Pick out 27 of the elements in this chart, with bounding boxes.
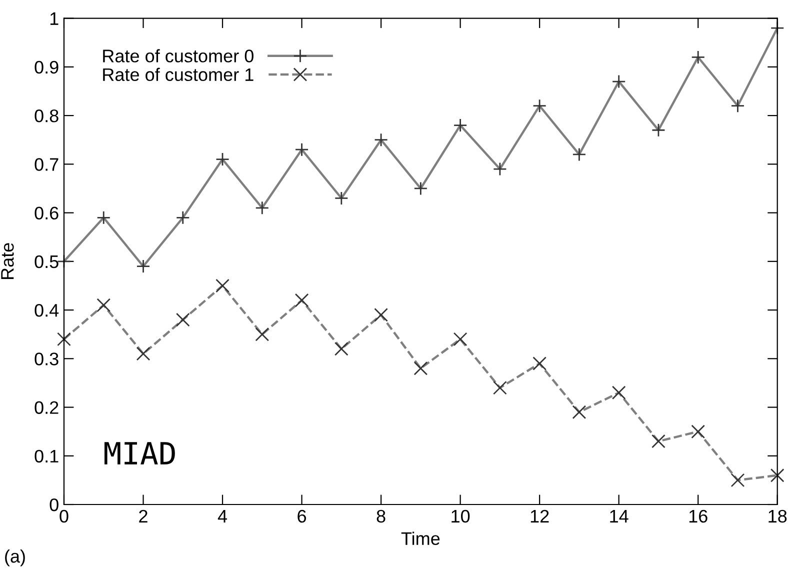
x-tick-label: 14 bbox=[610, 510, 628, 522]
legend-label: Rate of customer 1 bbox=[103, 68, 254, 82]
legend-label: Rate of customer 0 bbox=[103, 49, 254, 62]
y-tick-label: 0 bbox=[50, 498, 58, 512]
y-tick-label: 0.5 bbox=[34, 255, 58, 268]
y-tick-label: 0.2 bbox=[34, 401, 58, 414]
y-tick-label: 0.3 bbox=[34, 352, 58, 366]
y-tick-label: 0.1 bbox=[34, 450, 58, 463]
x-tick-label: 10 bbox=[452, 510, 470, 523]
x-tick-label: 18 bbox=[768, 510, 787, 523]
y-tick-label: 1 bbox=[50, 12, 58, 25]
y-tick-label: 0.4 bbox=[34, 304, 59, 317]
text: (a) bbox=[5, 549, 25, 566]
x-tick-label: 16 bbox=[689, 510, 708, 523]
x-axis-title: Time bbox=[401, 532, 440, 546]
x-tick-label: 12 bbox=[530, 510, 549, 522]
x-tick-label: 4 bbox=[218, 510, 228, 522]
y-axis-title: Rate bbox=[1, 243, 14, 279]
x-tick-label: 0 bbox=[60, 510, 68, 523]
y-tick-label: 0.7 bbox=[34, 158, 58, 171]
annotation: MIAD bbox=[104, 442, 175, 464]
y-tick-label: 0.8 bbox=[34, 109, 58, 122]
x-tick-label: 8 bbox=[376, 510, 386, 523]
y-tick-label: 0.6 bbox=[34, 206, 58, 220]
x-tick-label: 6 bbox=[298, 510, 306, 523]
x-tick-label: 2 bbox=[139, 510, 148, 522]
y-tick-label: 0.9 bbox=[34, 60, 58, 74]
